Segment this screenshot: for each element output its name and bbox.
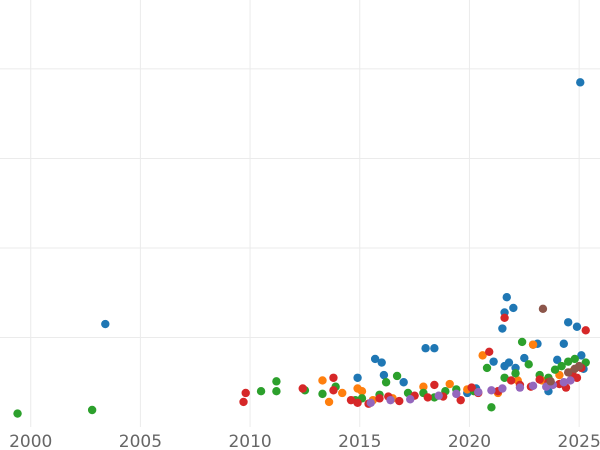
data-point-s2-27 [550, 365, 560, 374]
data-point-s0-1 [353, 373, 362, 382]
x-tick-label-1: 2005 [119, 432, 162, 450]
x-tick-label-0: 2000 [9, 432, 52, 450]
data-point-s2-24 [524, 360, 533, 369]
data-point-s2-29 [563, 357, 573, 366]
data-point-s3-15 [456, 395, 465, 405]
data-point-s2-4 [272, 386, 281, 396]
data-point-s3-16 [467, 383, 476, 392]
data-point-s2-19 [482, 363, 492, 373]
data-point-s4-5 [474, 387, 483, 397]
data-point-s0-11 [498, 324, 507, 333]
data-point-s5-0 [538, 304, 548, 314]
data-point-s4-0 [366, 398, 375, 408]
data-point-s2-2 [256, 386, 266, 396]
data-point-s2-1 [87, 405, 97, 415]
data-point-s4-7 [498, 384, 507, 393]
data-point-s4-1 [386, 395, 395, 405]
data-point-s3-8 [375, 394, 384, 403]
data-point-s3-6 [353, 398, 362, 408]
data-point-s5-1 [546, 377, 555, 386]
data-point-s3-21 [506, 376, 516, 385]
data-point-s1-4 [357, 386, 367, 396]
data-point-s3-12 [423, 393, 432, 402]
data-point-s0-2 [370, 354, 380, 364]
data-point-s4-3 [434, 391, 443, 400]
data-point-s4-12 [559, 378, 569, 387]
data-point-s3-29 [572, 373, 582, 382]
data-point-s0-18 [520, 353, 529, 363]
data-point-s0-27 [577, 351, 586, 360]
data-point-s4-8 [515, 383, 525, 392]
data-point-s0-6 [421, 344, 430, 353]
x-axis-tick-labels: 2000 2005 2010 2015 2020 2025 [9, 432, 600, 450]
data-point-s2-28 [557, 361, 566, 371]
data-point-s0-0 [101, 319, 110, 329]
data-point-s3-10 [395, 396, 404, 406]
data-point-s0-7 [430, 344, 439, 353]
data-point-s0-23 [559, 339, 569, 348]
data-point-s0-5 [399, 378, 408, 387]
data-point-s4-9 [528, 381, 538, 391]
data-point-s0-16 [509, 303, 518, 313]
grid-lines [0, 0, 600, 427]
data-point-s0-4 [379, 370, 389, 380]
data-point-s5-4 [574, 361, 584, 371]
data-point-s1-7 [419, 382, 428, 391]
data-point-s0-22 [553, 355, 562, 365]
data-point-s2-0 [13, 409, 22, 418]
data-point-s1-8 [445, 379, 454, 389]
data-point-s0-24 [563, 318, 573, 327]
data-point-s3-5 [346, 395, 356, 405]
data-point-s4-6 [487, 386, 496, 395]
data-point-s3-18 [485, 347, 494, 357]
data-point-s2-12 [392, 371, 402, 381]
data-point-s0-3 [377, 358, 386, 367]
data-point-s4-2 [406, 395, 415, 404]
data-point-s0-15 [500, 361, 509, 371]
data-point-s2-21 [500, 373, 509, 382]
data-point-s0-26 [576, 78, 585, 87]
data-point-s1-10 [478, 351, 487, 360]
x-tick-label-3: 2015 [338, 432, 381, 450]
data-point-s3-0 [239, 397, 248, 407]
data-point-s2-11 [381, 378, 391, 387]
data-point-s5-2 [563, 368, 573, 377]
data-point-s1-13 [528, 340, 538, 349]
data-point-s2-30 [570, 354, 579, 364]
data-point-s2-20 [487, 403, 496, 412]
x-tick-label-4: 2020 [448, 432, 491, 450]
data-point-s3-13 [430, 380, 439, 390]
data-point-s1-0 [318, 376, 327, 385]
data-point-s2-3 [272, 377, 281, 386]
data-point-s4-13 [566, 376, 575, 385]
data-point-s2-22 [511, 369, 520, 378]
data-points [13, 78, 590, 418]
x-tick-label-5: 2025 [558, 432, 600, 450]
data-point-s2-23 [517, 337, 527, 347]
data-point-s3-4 [329, 373, 338, 382]
data-point-s3-24 [535, 375, 544, 384]
data-point-s3-31 [581, 326, 590, 335]
data-point-s1-2 [338, 388, 347, 398]
x-tick-label-2: 2010 [228, 432, 271, 450]
data-point-s0-13 [502, 292, 511, 302]
data-point-s3-3 [329, 386, 338, 395]
data-point-s4-4 [452, 389, 461, 399]
data-point-s3-1 [241, 388, 250, 398]
data-point-s0-25 [572, 322, 582, 331]
data-point-s0-10 [489, 357, 498, 366]
data-point-s3-20 [500, 313, 509, 322]
data-point-s3-2 [298, 384, 307, 393]
data-point-s2-6 [318, 389, 327, 399]
data-point-s1-1 [324, 397, 334, 407]
